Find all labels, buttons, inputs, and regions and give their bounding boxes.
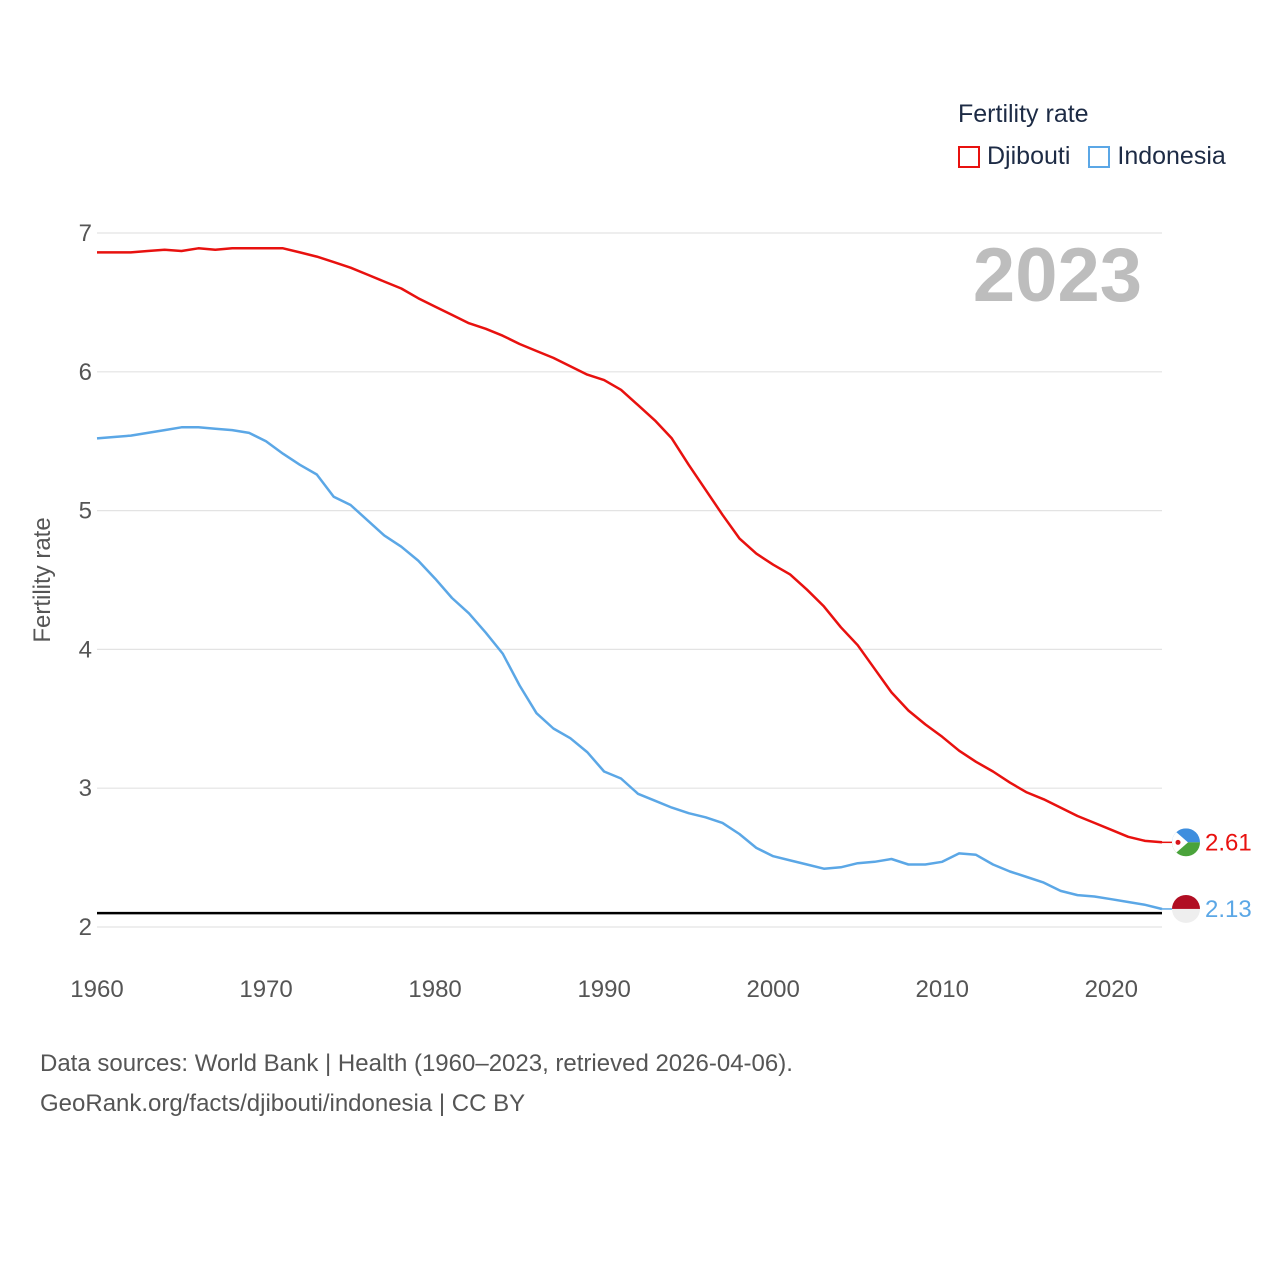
grid-lines — [97, 232, 1162, 928]
y-axis: 2 3 4 5 6 7 — [79, 220, 92, 941]
legend: Djibouti Indonesia — [958, 142, 1244, 171]
flag-stripe-white — [1172, 908, 1200, 923]
x-tick-label: 2010 — [916, 976, 969, 1003]
end-value-label: 2.61 — [1205, 829, 1252, 856]
year-display: 2023 — [972, 233, 1142, 318]
x-tick-label: 1960 — [70, 976, 123, 1003]
source-credits: Data sources: World Bank | Health (1960–… — [40, 1044, 793, 1124]
flag-star — [1175, 839, 1181, 845]
legend-title: Fertility rate — [958, 100, 1089, 128]
legend-swatch-djibouti — [958, 145, 980, 168]
flag-body — [1172, 894, 1200, 923]
series-line-djibouti — [97, 247, 1163, 844]
y-tick-label: 7 — [79, 220, 92, 247]
legend-item-indonesia[interactable]: Indonesia — [1088, 142, 1226, 171]
x-tick-label: 2000 — [746, 976, 799, 1003]
y-tick-label: 2 — [79, 914, 92, 941]
series-lines — [96, 247, 1163, 911]
flag-body — [1172, 828, 1200, 857]
indonesia-flag — [1172, 894, 1200, 923]
x-tick-label: 2020 — [1085, 976, 1138, 1003]
y-tick-label: 4 — [79, 636, 92, 663]
djibouti-flag — [1172, 828, 1200, 857]
legend-label-djibouti: Djibouti — [987, 142, 1071, 170]
series-line-indonesia — [96, 426, 1163, 911]
x-tick-label: 1970 — [239, 976, 292, 1003]
legend-label-indonesia: Indonesia — [1117, 142, 1226, 170]
y-axis-label: Fertility rate — [29, 517, 56, 642]
end-value-label: 2.13 — [1205, 896, 1252, 923]
y-tick-label: 5 — [79, 498, 92, 525]
source-line: Data sources: World Bank | Health (1960–… — [40, 1050, 793, 1077]
x-tick-label: 1990 — [577, 976, 630, 1003]
legend-item-djibouti[interactable]: Djibouti — [958, 142, 1070, 171]
flag-stripe-red — [1172, 894, 1200, 909]
y-tick-label: 3 — [79, 775, 92, 802]
x-tick-label: 1980 — [408, 976, 461, 1003]
x-axis: 1960 1970 1980 1990 2000 2010 2020 — [70, 976, 1138, 1003]
y-tick-label: 6 — [79, 359, 92, 386]
legend-swatch-indonesia — [1088, 145, 1111, 168]
source-link[interactable]: GeoRank.org/facts/djibouti/indonesia | C… — [40, 1090, 526, 1117]
end-labels: 2.61 2.13 — [1162, 828, 1252, 923]
